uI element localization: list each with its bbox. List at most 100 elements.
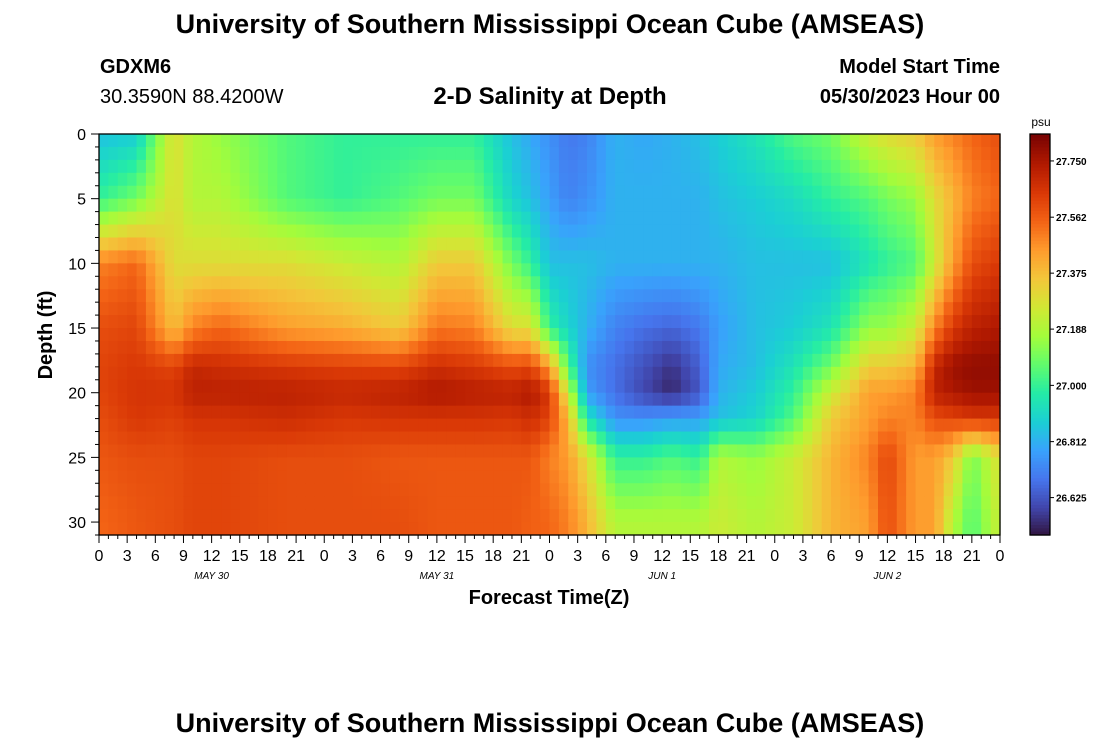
heatmap-cell: [267, 315, 278, 329]
heatmap-cell: [793, 405, 804, 420]
heatmap-cell: [521, 224, 532, 239]
heatmap-cell: [906, 483, 917, 497]
heatmap-cell: [361, 211, 372, 226]
heatmap-cell: [943, 185, 954, 200]
heatmap-cell: [99, 470, 109, 484]
heatmap-cell: [239, 328, 250, 342]
heatmap-cell: [746, 418, 757, 433]
heatmap-cell: [408, 366, 419, 381]
heatmap-cell: [145, 134, 156, 148]
heatmap-cell: [577, 224, 588, 239]
heatmap-cell: [549, 392, 560, 407]
heatmap-cell: [192, 509, 203, 523]
heatmap-cell: [737, 366, 748, 381]
heatmap-cell: [671, 405, 682, 420]
heatmap-cell: [774, 185, 785, 200]
heatmap-cell: [690, 483, 701, 497]
heatmap-cell: [915, 522, 926, 536]
heatmap-cell: [727, 134, 738, 148]
heatmap-cell: [530, 509, 541, 523]
heatmap-cell: [690, 289, 701, 303]
heatmap-cell: [314, 134, 325, 148]
heatmap-cell: [746, 496, 757, 510]
heatmap-cell: [211, 211, 222, 226]
heatmap-cell: [549, 159, 560, 174]
heatmap-cell: [352, 457, 363, 471]
colorbar-segment: [1030, 174, 1050, 179]
heatmap-cell: [389, 159, 400, 174]
heatmap-cell: [183, 470, 194, 484]
heatmap-cell: [849, 340, 860, 355]
heatmap-cell: [802, 276, 813, 290]
heatmap-cell: [887, 353, 898, 368]
heatmap-cell: [568, 315, 579, 329]
heatmap-cell: [943, 405, 954, 420]
heatmap-cell: [108, 379, 119, 394]
heatmap-cell: [615, 263, 626, 277]
heatmap-cell: [164, 418, 175, 433]
heatmap-cell: [812, 263, 823, 277]
heatmap-cell: [258, 328, 269, 342]
heatmap-cell: [343, 496, 354, 510]
heatmap-cell: [540, 315, 551, 329]
heatmap-cell: [877, 134, 888, 148]
heatmap-cell: [530, 172, 541, 187]
heatmap-cell: [136, 470, 147, 484]
colorbar-segment: [1030, 501, 1050, 506]
heatmap-cell: [380, 444, 391, 458]
heatmap-cell: [183, 328, 194, 342]
colorbar-segment: [1030, 448, 1050, 453]
heatmap-cell: [465, 496, 476, 510]
heatmap-cell: [465, 185, 476, 200]
heatmap-cell: [924, 302, 935, 316]
heatmap-cell: [755, 276, 766, 290]
heatmap-cell: [990, 496, 1001, 510]
heatmap-cell: [605, 379, 616, 394]
heatmap-cell: [802, 431, 813, 446]
heatmap-cell: [511, 379, 522, 394]
heatmap-cell: [99, 328, 109, 342]
heatmap-cell: [549, 224, 560, 239]
heatmap-cell: [943, 224, 954, 239]
heatmap-cell: [784, 418, 795, 433]
heatmap-cell: [540, 263, 551, 277]
heatmap-cell: [145, 340, 156, 355]
heatmap-cell: [446, 328, 457, 342]
heatmap-cell: [127, 353, 138, 368]
heatmap-cell: [840, 198, 851, 213]
heatmap-cell: [286, 315, 297, 329]
heatmap-cell: [286, 328, 297, 342]
heatmap-cell: [99, 302, 109, 316]
heatmap-cell: [971, 522, 982, 536]
heatmap-cell: [802, 224, 813, 239]
heatmap-cell: [662, 276, 673, 290]
heatmap-cell: [971, 250, 982, 264]
heatmap-cell: [924, 444, 935, 458]
heatmap-cell: [418, 328, 429, 342]
heatmap-cell: [737, 159, 748, 174]
heatmap-cell: [765, 340, 776, 355]
colorbar-segment: [1030, 274, 1050, 279]
heatmap-cell: [455, 470, 466, 484]
heatmap-cell: [192, 353, 203, 368]
heatmap-cell: [127, 470, 138, 484]
heatmap-cell: [943, 392, 954, 407]
heatmap-cell: [868, 146, 879, 161]
heatmap-cell: [849, 263, 860, 277]
heatmap-cell: [709, 470, 720, 484]
heatmap-cell: [540, 237, 551, 252]
heatmap-cell: [868, 289, 879, 303]
heatmap-cell: [934, 483, 945, 497]
heatmap-cell: [831, 353, 842, 368]
heatmap-cell: [671, 146, 682, 161]
heatmap-cell: [511, 263, 522, 277]
heatmap-cell: [183, 159, 194, 174]
heatmap-cell: [859, 134, 870, 148]
heatmap-cell: [399, 302, 410, 316]
heatmap-cell: [99, 172, 109, 187]
heatmap-cell: [108, 224, 119, 239]
heatmap-cell: [737, 483, 748, 497]
heatmap-cell: [202, 276, 213, 290]
heatmap-cell: [239, 379, 250, 394]
